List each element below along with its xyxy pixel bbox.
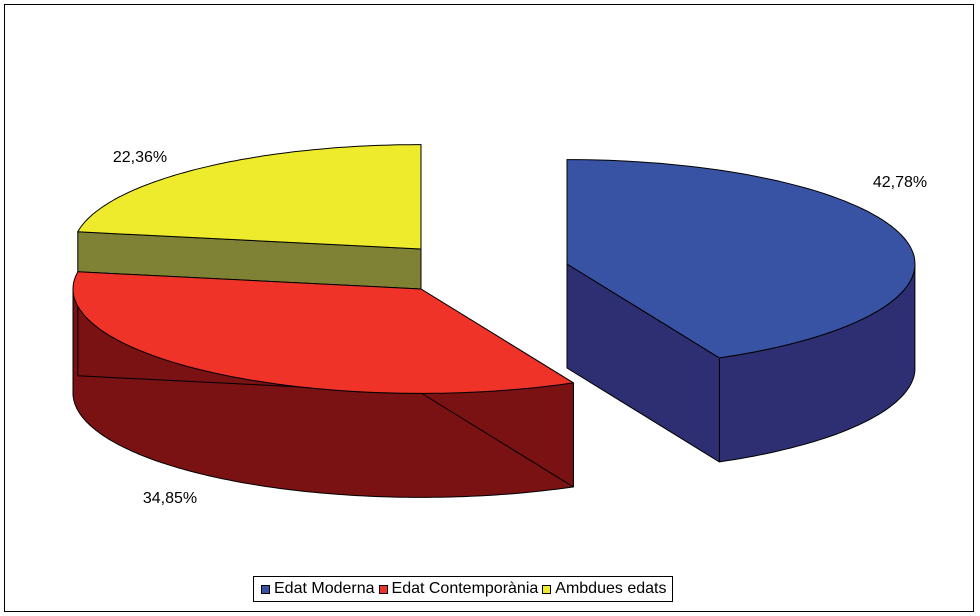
data-label-ambdues-edats: 22,36% — [113, 149, 167, 166]
legend-label-edat-contemporania: Edat Contemporània — [391, 580, 539, 597]
slice-top-ambdues-edats — [77, 144, 422, 250]
legend-item-ambdues-edats: Ambdues edats — [542, 580, 666, 598]
legend-swatch-edat-moderna — [261, 584, 270, 594]
legend: Edat Moderna Edat Contemporània Ambdues … — [253, 576, 674, 602]
legend-item-edat-contemporania: Edat Contemporània — [378, 580, 539, 598]
data-label-edat-moderna: 42,78% — [873, 174, 927, 191]
legend-item-edat-moderna: Edat Moderna — [261, 580, 375, 598]
legend-swatch-ambdues-edats — [542, 584, 552, 594]
slice-top-edat-moderna — [566, 159, 916, 359]
legend-label-edat-moderna: Edat Moderna — [274, 580, 375, 597]
data-label-edat-contemporania: 34,85% — [143, 490, 197, 507]
legend-label-ambdues-edats: Ambdues edats — [555, 580, 667, 597]
slice-top-edat-contemporania — [72, 271, 574, 394]
legend-swatch-edat-contemporania — [378, 584, 388, 594]
